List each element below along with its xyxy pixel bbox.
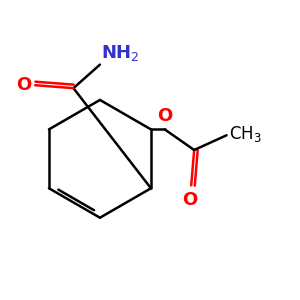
Text: CH$_3$: CH$_3$ [229,124,262,144]
Text: O: O [157,107,172,125]
Text: NH$_2$: NH$_2$ [101,43,140,63]
Text: O: O [16,76,32,94]
Text: O: O [182,190,197,208]
